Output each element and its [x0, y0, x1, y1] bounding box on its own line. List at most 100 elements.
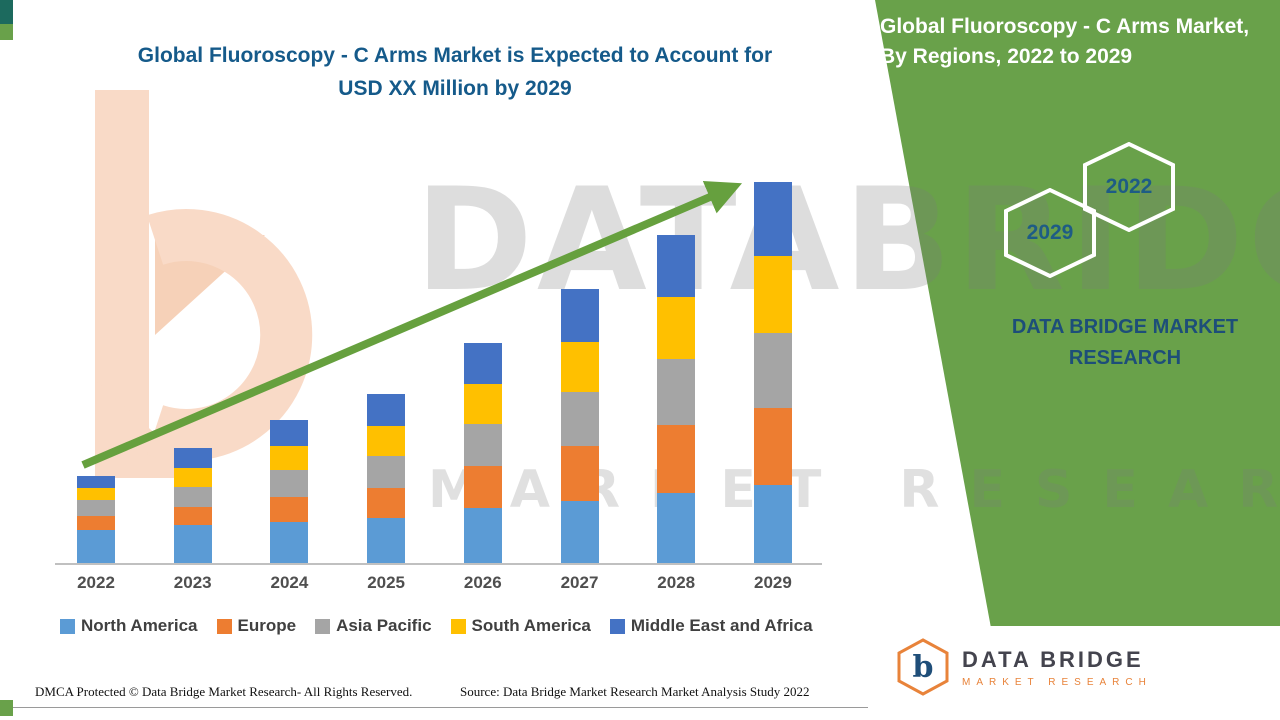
- legend-item: North America: [60, 616, 198, 636]
- hexagon-outline-icon: [1004, 188, 1096, 278]
- bar-segment-middle-east-and-africa: [463, 343, 502, 384]
- chart-plot-area: [55, 180, 822, 565]
- bar-segment-north-america: [753, 485, 792, 563]
- x-axis-label: 2029: [754, 573, 792, 592]
- bar-segment-europe: [270, 497, 309, 522]
- company-logo: b DATA BRIDGE MARKET RESEARCH: [896, 638, 1152, 696]
- legend-swatch: [315, 618, 331, 634]
- legend: North America Europe Asia Pacific South Ame…: [60, 616, 813, 636]
- bar-segment-asia-pacific: [657, 359, 696, 425]
- bar-segment-middle-east-and-africa: [657, 235, 696, 297]
- bar-segment-south-america: [270, 446, 309, 470]
- bar-2026: [463, 343, 502, 563]
- hexagon-year-2029: 2029: [1003, 188, 1097, 278]
- bar-segment-south-america: [173, 468, 212, 487]
- bar-segment-asia-pacific: [367, 456, 406, 488]
- bar-segment-north-america: [560, 501, 599, 563]
- bar-segment-europe: [753, 408, 792, 485]
- bar-segment-europe: [463, 466, 502, 508]
- bar-segment-asia-pacific: [753, 333, 792, 408]
- bar-2024: [270, 420, 309, 563]
- legend-item: Middle East and Africa: [609, 616, 813, 636]
- logo-tagline: MARKET RESEARCH: [962, 676, 1152, 688]
- bar-segment-north-america: [270, 522, 309, 563]
- bar-2022: [77, 476, 115, 563]
- x-axis-label: 2028: [657, 573, 696, 592]
- bar-2023: [173, 448, 212, 563]
- x-labels: 2022 2023 2024 2025 2026 2027 2028 2029: [55, 573, 822, 593]
- logo-background-cutout: [868, 626, 1280, 720]
- bar-segment-south-america: [753, 256, 792, 333]
- logo-company-name: DATA BRIDGE: [962, 646, 1144, 672]
- bar-segment-middle-east-and-africa: [270, 420, 309, 446]
- bar-segment-europe: [77, 516, 115, 530]
- bar-segment-middle-east-and-africa: [560, 289, 599, 342]
- bar-segment-asia-pacific: [77, 500, 115, 516]
- hexagon-year-2022: 2022: [1082, 142, 1176, 232]
- bar-segment-europe: [560, 446, 599, 501]
- bar-segment-south-america: [560, 342, 599, 392]
- bar-segment-north-america: [657, 493, 696, 563]
- footer-dmca-text: DMCA Protected © Data Bridge Market Rese…: [35, 684, 413, 699]
- legend-swatch: [216, 618, 232, 634]
- corner-accent-bottom: [0, 700, 13, 716]
- corner-accent-teal: [0, 0, 13, 24]
- bar-segment-europe: [173, 507, 212, 525]
- bar-segment-middle-east-and-africa: [77, 476, 115, 488]
- hexagon-year-label: 2022: [1105, 175, 1153, 198]
- x-axis-label: 2022: [77, 573, 115, 592]
- bar-segment-south-america: [657, 297, 696, 359]
- legend-item: South America: [450, 616, 591, 636]
- legend-label: South America: [471, 616, 591, 635]
- logo-hexagon-icon: b: [896, 638, 950, 696]
- bar-segment-asia-pacific: [463, 424, 502, 466]
- bar-2027: [560, 289, 599, 563]
- bar-segment-south-america: [463, 384, 502, 424]
- corner-accent-green: [0, 24, 13, 40]
- footer-source-text: Source: Data Bridge Market Research Mark…: [460, 684, 810, 699]
- x-axis-label: 2025: [367, 573, 406, 592]
- bar-segment-asia-pacific: [173, 487, 212, 507]
- hexagon-outline-icon: [1083, 142, 1175, 232]
- bar-segment-middle-east-and-africa: [173, 448, 212, 468]
- bar-segment-asia-pacific: [560, 392, 599, 446]
- legend-item: Asia Pacific: [315, 616, 432, 636]
- legend-label: Middle East and Africa: [630, 616, 813, 635]
- bar-segment-south-america: [367, 426, 406, 456]
- bar-segment-south-america: [77, 488, 115, 500]
- page-title-line2: USD XX Million by 2029: [338, 76, 572, 100]
- legend-swatch: [450, 618, 466, 634]
- bar-segment-north-america: [463, 508, 502, 563]
- bar-segment-north-america: [173, 525, 212, 563]
- x-axis-label: 2024: [270, 573, 309, 592]
- bars: [55, 180, 822, 563]
- side-panel-heading: Global Fluoroscopy - C Arms Market, By R…: [880, 15, 1250, 69]
- footer-divider: [0, 707, 868, 708]
- legend-label: North America: [81, 616, 198, 635]
- bar-segment-europe: [367, 488, 406, 518]
- legend-label: Asia Pacific: [336, 616, 432, 635]
- logo-letter: b: [912, 649, 934, 685]
- x-axis-label: 2027: [560, 573, 599, 592]
- bar-segment-middle-east-and-africa: [753, 182, 792, 256]
- bar-segment-europe: [657, 425, 696, 493]
- page-title: Global Fluoroscopy - C Arms Market is Ex…: [110, 40, 800, 105]
- logo-text: DATA BRIDGE MARKET RESEARCH: [962, 647, 1152, 688]
- bar-2028: [657, 235, 696, 563]
- page-title-line1: Global Fluoroscopy - C Arms Market is Ex…: [137, 44, 773, 67]
- legend-swatch: [609, 618, 625, 634]
- x-axis-label: 2023: [173, 573, 212, 592]
- bar-segment-north-america: [367, 518, 406, 563]
- legend-label: Europe: [237, 616, 297, 635]
- bar-segment-north-america: [77, 530, 115, 563]
- bar-2025: [367, 394, 406, 563]
- x-axis-label: 2026: [463, 573, 502, 592]
- bar-2029: [753, 182, 792, 563]
- bar-segment-asia-pacific: [270, 470, 309, 497]
- bar-segment-middle-east-and-africa: [367, 394, 406, 426]
- hexagon-year-label: 2029: [1026, 221, 1074, 244]
- legend-swatch: [60, 618, 75, 634]
- legend-item: Europe: [216, 616, 297, 636]
- brand-name-on-panel: DATA BRIDGE MARKET RESEARCH: [1011, 316, 1239, 369]
